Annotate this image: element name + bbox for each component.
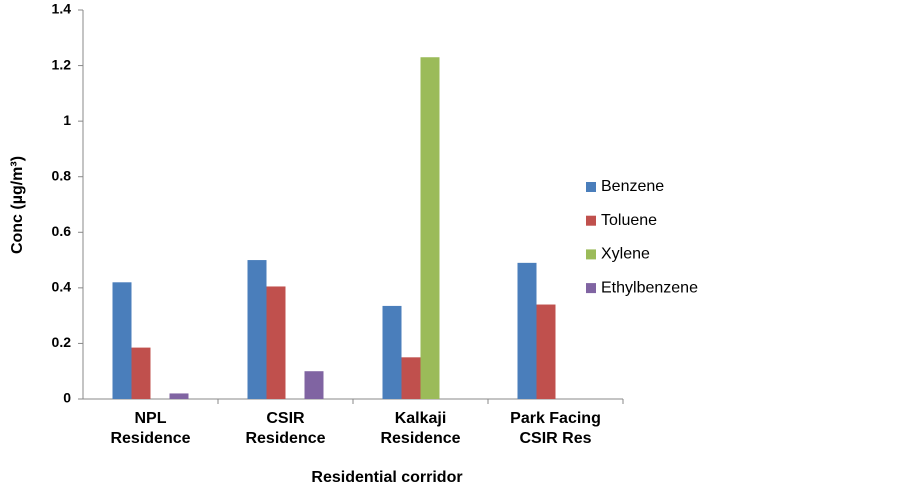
legend-label: Benzene <box>601 178 664 195</box>
bar <box>247 260 267 399</box>
bar <box>401 357 421 399</box>
bar <box>304 371 324 399</box>
y-tick-label: 0.6 <box>52 223 72 239</box>
y-tick-label: 0.2 <box>52 334 72 350</box>
bar <box>536 304 556 399</box>
x-tick-label: Park Facing CSIR Res <box>510 410 601 447</box>
legend-swatch <box>586 182 596 192</box>
x-tick-label: Kalkaji Residence <box>380 410 461 447</box>
y-tick-label: 1.2 <box>52 56 72 72</box>
bar <box>420 57 440 399</box>
y-tick-label: 0.4 <box>52 279 72 295</box>
legend-swatch <box>586 249 596 260</box>
bar <box>131 347 151 399</box>
y-tick-label: 0.8 <box>52 167 72 183</box>
legend-label: Toluene <box>601 212 657 229</box>
bar <box>266 286 286 399</box>
y-tick-label: 1.4 <box>52 1 72 17</box>
legend-label: Xylene <box>601 246 650 263</box>
y-tick-label: 0 <box>63 390 71 406</box>
y-axis-label: Conc (µg/m³) <box>9 156 26 254</box>
y-tick-label: 1 <box>63 112 71 128</box>
legend-swatch <box>586 283 596 294</box>
x-tick-label: CSIR Residence <box>245 410 326 447</box>
x-tick-label: NPL Residence <box>110 410 191 447</box>
bar <box>382 305 402 399</box>
bar <box>517 262 537 399</box>
x-axis-label: Residential corridor <box>311 469 462 486</box>
legend-label: Ethylbenzene <box>601 279 698 296</box>
legend-swatch <box>586 215 596 226</box>
bar <box>112 282 132 399</box>
bar <box>169 393 189 399</box>
